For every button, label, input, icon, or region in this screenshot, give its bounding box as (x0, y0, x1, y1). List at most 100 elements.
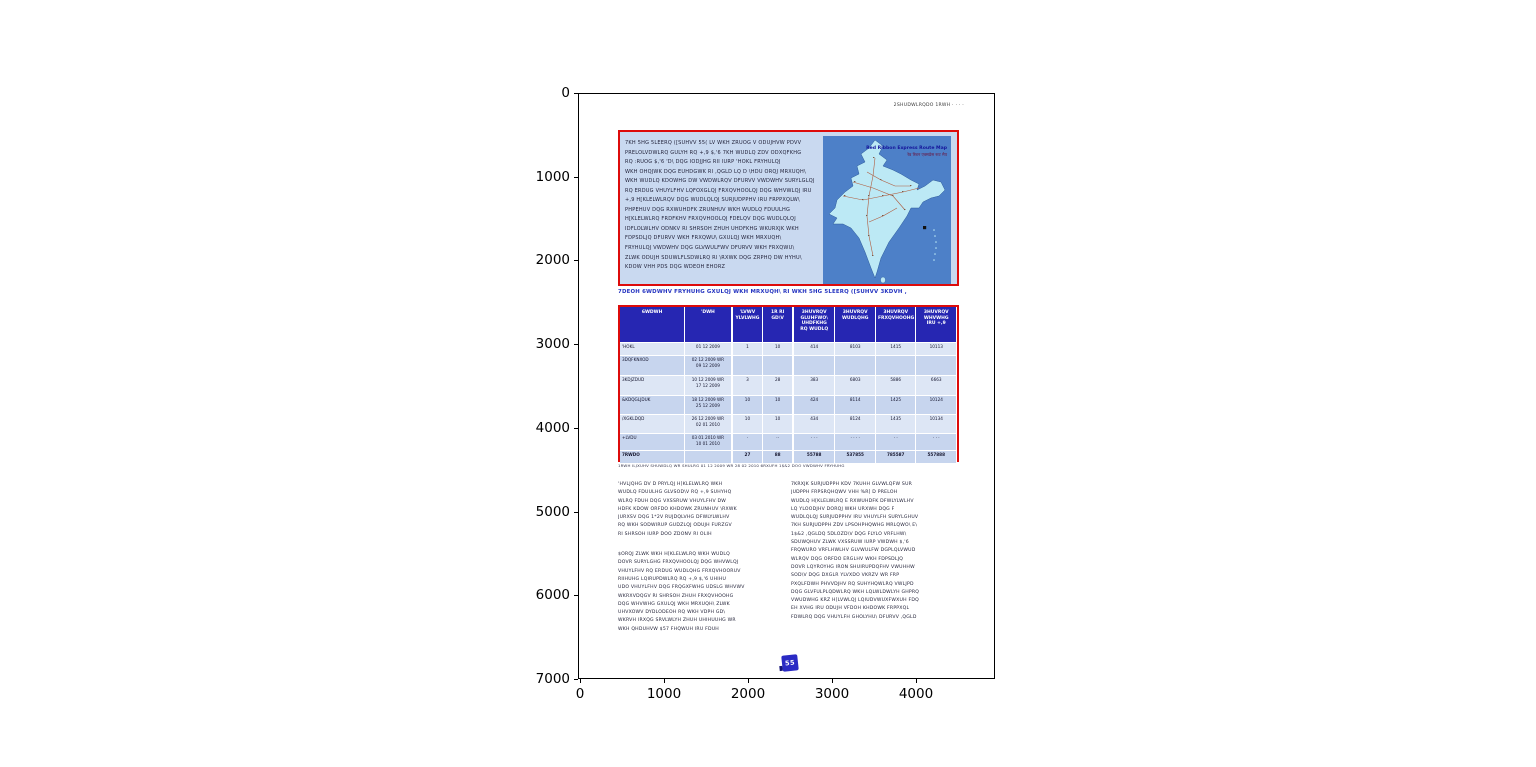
intro-line: RQ ERDUG VHUYLFHV LQFOXGLQJ FRXQVHOOLQJ … (625, 187, 812, 194)
intro-line: WKH OHQJWK DQG EUHDGWK RI ,QGLD LQ D \HD… (625, 168, 806, 175)
state-cell: 3DQFKNXOD (620, 356, 686, 376)
x-tick-label: 3000 (814, 686, 850, 702)
value-cell: 28 (763, 376, 794, 396)
cell-line: · · (893, 435, 898, 440)
table-header-cell: 3HUVRQV WHVWHG IRU +,9 (916, 307, 957, 343)
sri-lanka-shape (880, 276, 886, 284)
value-cell: · · · · (835, 434, 876, 451)
state-cell: 3KDJZDUD (620, 376, 686, 396)
value-cell: · (732, 434, 764, 451)
value-cell: 8103 (835, 343, 876, 356)
value-cell: 10 (763, 343, 794, 356)
value-cell: 6663 (916, 376, 957, 396)
x-tick-label: 4000 (898, 686, 934, 702)
intro-line: PRELOLVDWLRQ GULYH RQ +,9 $,'6 7KH WUDLQ… (625, 149, 802, 156)
cell-line: 'LVWV (739, 310, 756, 315)
cell-line: 537855 (846, 452, 864, 457)
cell-line: GD\V (771, 315, 784, 321)
cell-line: 1415 (890, 344, 902, 349)
cell-line: 1R RI (770, 310, 785, 315)
cell-line: 'DWH (700, 310, 715, 315)
body-line: 7KH SURJUDPPH ZDV LPSOHPHQWHG MRLQWO\ E\ (791, 523, 918, 529)
y-tick-mark (574, 93, 578, 94)
total-value-cell: 55788 (793, 451, 836, 464)
body-line: 7KRXJK SURJUDPPH KDV 7KUHH GLVWLQFW SUR (791, 482, 913, 487)
body-line: PXQLFDWH PHVVDJHV RQ SUHYHQWLRQ VWLJPD (791, 581, 914, 587)
value-cell (763, 356, 794, 376)
cell-line: 02 12 2009 WR (691, 357, 725, 362)
body-line: FDWLRQ DQG VHUYLFH GHOLYHU\ DFURVV ,QGLD (791, 614, 917, 620)
intro-line: ZLWK ODUJH SDUWLFLSDWLRQ RI \RXWK DQG ZR… (625, 254, 802, 261)
cell-line: 10 12 2009 WR (691, 377, 725, 382)
body-line: RI SHRSOH IURP DOO ZDONV RI OLIH (618, 531, 712, 537)
value-cell: · · (875, 434, 917, 451)
intro-line: WKH WUDLQ KDOWHG DW VWDWLRQV DFURVV VWDW… (625, 178, 815, 185)
value-cell: 3 (732, 376, 764, 396)
cell-line: · · · · (850, 435, 860, 440)
value-cell: 8124 (835, 415, 876, 434)
cell-line: 3HUVRQV (842, 310, 868, 315)
cell-line: &KDQGLJDUK (622, 397, 651, 402)
cell-line: 3KDJZDUD (622, 377, 645, 382)
table-total-row: 7RWDO 27 88 55788 537855 785587 557888 (620, 451, 957, 464)
state-cell: +LVDU (620, 434, 686, 451)
value-cell: 10124 (916, 396, 957, 415)
y-tick-label: 3000 (535, 336, 570, 353)
paragraph-gap (618, 539, 790, 551)
badge-notch (779, 665, 783, 672)
table-header-cell: 3HUVRQV FRXQVHOOHG (875, 307, 917, 343)
body-line: SOD\V DQG DXGLR YLVXDO VKRZV WR FRP (791, 573, 900, 579)
body-line: WUDLQ H[KLELWLRQ E RXWUHDFK DFWLYLWLHV (791, 498, 914, 504)
value-cell: 8114 (835, 396, 876, 415)
table-footnote: 1RWH ILJXUHV SHUWDLQ WR SHULRG 01 12 200… (618, 463, 845, 468)
map-title: Red Ribbon Express Route Map (866, 145, 948, 151)
figure-frame: 2SHUDWLRQDO 1RWH · · · · 7KH 5HG 5LEERQ … (578, 93, 995, 679)
andaman-islands (933, 229, 937, 261)
date-cell: 03 01 2010 WR 10 01 2010 (685, 434, 733, 451)
value-cell: 10113 (916, 343, 957, 356)
cell-line: · · · (810, 435, 818, 440)
cell-line: WHVWHG (923, 315, 949, 321)
cell-line: 434 (810, 416, 819, 421)
cell-line: 'HOKL (622, 344, 635, 349)
date-cell: 18 12 2009 WR 25 12 2009 (685, 396, 733, 415)
body-line: WKRVH IRXQG SRVLWLYH ZHUH UHIHUUHG WR (618, 618, 736, 624)
body-line: WKH QHDUHVW $57 FHQWUH IRU FDUH (618, 626, 719, 632)
y-tick-label: 1000 (535, 168, 570, 185)
cell-line: 17 12 2009 (695, 382, 720, 388)
table-header-cell: 'LVWV YLVLWHG (732, 307, 764, 343)
page-number: 55 (784, 658, 796, 668)
y-tick-label: 6000 (535, 587, 570, 604)
cell-line: 18 12 2009 WR (691, 397, 725, 402)
total-value-cell: 785587 (875, 451, 917, 464)
city-markers (844, 157, 912, 256)
cell-line: /XGKLDQD (622, 416, 645, 421)
intro-line: PHPEHUV DQG RXWUHDFK ZRUNHUV WKH WUDLQ F… (625, 206, 791, 213)
table-caption: 7DEOH 6WDWHV FRYHUHG GXULQJ WKH MRXUQH\ … (618, 289, 907, 295)
intro-line: 7KH 5HG 5LEERQ ([SUHVV 55( LV WKH ZRUOG … (625, 140, 802, 146)
table-header-cell: 3HUVRQV GLUHFWO\ UHDFKHG RQ WUDLQ (793, 307, 836, 343)
body-line: VHUYLFHV RQ ERDUG WUDLQHG FRXQVHOORUV (618, 568, 741, 574)
cell-line: 3HUVRQV (923, 310, 949, 315)
body-line: WLRQV DQG ORFDO ERGLHV WKH FDPSDLJQ (791, 556, 904, 562)
cell-line: 28 (774, 377, 781, 382)
date-cell: 10 12 2009 WR 17 12 2009 (685, 376, 733, 396)
body-line: UHVXOWV DYDLODEOH RQ WKH VDPH GD\ (618, 610, 726, 616)
intro-line: FDPSDLJQ DFURVV WKH FRXQWU\ GXULQJ WKH M… (625, 235, 782, 242)
cell-line: 01 12 2009 (695, 344, 720, 349)
cell-line: 55788 (806, 452, 822, 457)
value-cell: 5886 (875, 376, 917, 396)
body-line: JUDPPH FRPSRQHQWV VHH %R[ D PRELOH (791, 490, 898, 496)
cell-line: 3DQFKNXOD (622, 357, 649, 362)
cell-line: 6803 (849, 377, 861, 382)
value-cell: 1425 (875, 396, 917, 415)
intro-text: 7KH 5HG 5LEERQ ([SUHVV 55( LV WKH ZRUOG … (625, 139, 823, 273)
total-value-cell: 88 (763, 451, 794, 464)
value-cell: · · · (916, 434, 957, 451)
x-tick-mark (664, 679, 665, 683)
cell-line: IRU +,9 (926, 321, 946, 327)
value-cell: 10 (763, 415, 794, 434)
y-tick-mark (574, 427, 578, 429)
body-line: SDUWQHUV ZLWK VXSSRUW IURP VWDWH $,'6 (791, 540, 909, 546)
y-tick-mark (574, 595, 578, 597)
